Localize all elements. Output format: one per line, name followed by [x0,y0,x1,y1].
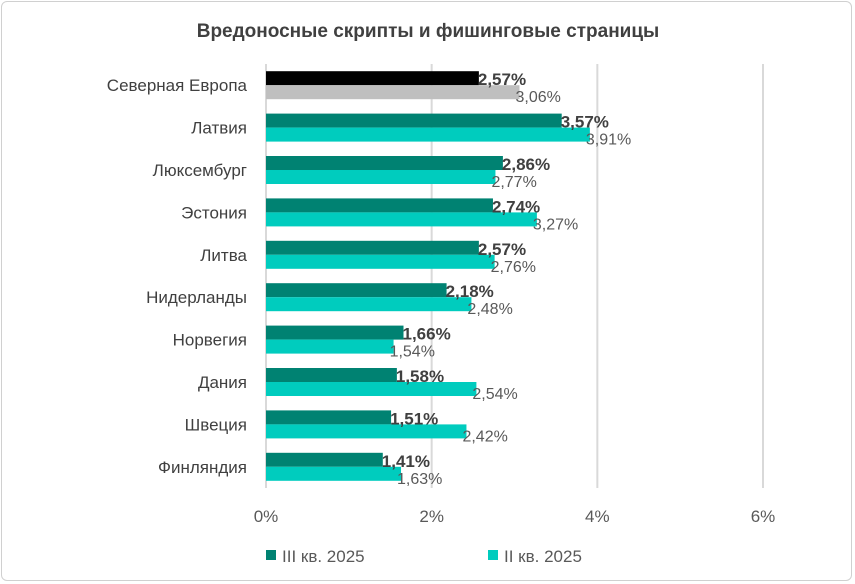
data-label: 2,74% [492,197,540,216]
bar-q3 [266,240,479,255]
bar-q3 [266,156,503,170]
data-label: 3,06% [515,89,560,106]
x-tick-label: 4% [585,507,610,526]
data-label: 1,58% [396,367,444,386]
bar-q2 [266,254,495,269]
legend-swatch [488,550,498,560]
bar-q3 [266,410,392,425]
data-label: 1,54% [390,344,435,361]
bar-q2 [266,339,394,354]
category-label: Литва [200,246,247,265]
data-label: 1,41% [382,452,430,471]
legend-swatch [266,550,276,560]
bar-q2 [266,127,590,142]
category-label: Дания [198,373,247,392]
data-label: 3,27% [533,216,578,233]
data-label: 1,63% [397,471,442,488]
data-label: 3,91% [586,132,631,149]
data-label: 2,76% [491,259,536,276]
bar-q3 [266,283,447,298]
legend-label: III кв. 2025 [282,547,365,566]
bar-q3 [266,452,383,467]
category-label: Нидерланды [146,288,247,307]
bar-q2 [266,297,472,312]
data-label: 1,66% [403,325,451,344]
data-label: 2,77% [491,174,536,191]
bar-q3 [266,325,404,340]
x-tick-label: 2% [419,507,444,526]
data-label: 1,51% [390,409,438,428]
data-label: 2,54% [472,386,517,403]
data-label: 2,18% [446,282,494,301]
category-label: Эстония [181,203,247,222]
bar-q2 [266,382,477,396]
bar-q2 [266,212,537,227]
category-label: Финляндия [158,458,247,477]
bar-q2 [266,424,467,439]
bar-q2 [266,85,520,100]
category-label: Норвегия [173,331,247,350]
x-tick-label: 6% [751,507,776,526]
category-label: Люксембург [153,161,247,180]
data-label: 2,42% [462,428,507,445]
legend-label: II кв. 2025 [504,547,582,566]
data-label: 2,48% [467,301,512,318]
data-label: 2,57% [478,240,526,259]
bar-q3 [266,198,493,213]
category-label: Латвия [191,119,247,138]
data-label: 3,57% [561,113,609,132]
category-label: Швеция [185,415,247,434]
bar-q3 [266,113,562,128]
data-label: 2,86% [502,155,550,174]
bar-q2 [266,170,496,184]
bar-q3 [266,368,397,382]
bar-q2 [266,466,402,481]
data-label: 2,57% [478,70,526,89]
chart-title: Вредоносные скрипты и фишинговые страниц… [197,21,660,42]
x-tick-label: 0% [254,507,279,526]
bar-q3 [266,71,479,86]
category-label: Северная Европа [107,76,248,95]
